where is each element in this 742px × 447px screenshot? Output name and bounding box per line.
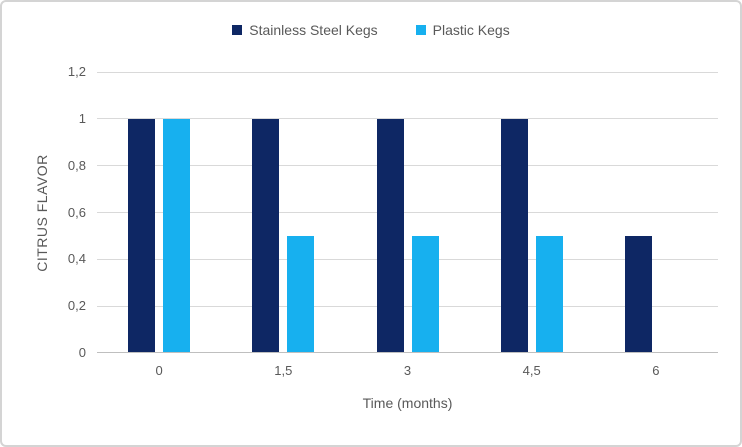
bar — [287, 235, 315, 353]
bar — [535, 235, 563, 353]
x-axis-line — [97, 352, 718, 353]
gridline — [97, 165, 718, 167]
legend-label: Plastic Kegs — [432, 22, 510, 38]
gridline — [97, 258, 718, 260]
x-tick-label: 4,5 — [522, 363, 541, 378]
bar — [376, 118, 404, 353]
gridline — [97, 118, 718, 120]
bar-group — [128, 72, 191, 353]
gridline — [97, 305, 718, 307]
x-axis-ticks: 0 1,5 3 4,5 6 — [97, 363, 718, 381]
bar-group — [624, 72, 687, 353]
legend-item: Plastic Kegs — [415, 22, 510, 38]
bar — [500, 118, 528, 353]
y-tick-label: 1 — [78, 110, 86, 126]
y-tick-label: 0,2 — [67, 298, 86, 314]
gridline — [97, 71, 718, 73]
y-axis-ticks: 0 0,2 0,4 0,6 0,8 1 1,2 — [2, 64, 86, 360]
plot-area — [97, 71, 718, 353]
legend-swatch-icon — [232, 25, 243, 35]
bar — [128, 118, 156, 353]
x-tick-label: 6 — [652, 363, 660, 378]
bar — [624, 235, 652, 353]
x-tick-label: 0 — [155, 363, 163, 378]
y-tick-label: 0,4 — [67, 251, 86, 267]
bar-group — [252, 72, 315, 353]
legend-label: Stainless Steel Kegs — [249, 22, 378, 38]
y-tick-label: 0,8 — [67, 157, 86, 173]
y-tick-label: 1,2 — [67, 64, 86, 79]
x-tick-label: 1,5 — [274, 363, 293, 378]
bar-group — [376, 72, 439, 353]
x-tick-label: 3 — [403, 363, 412, 378]
bar-group — [500, 72, 563, 353]
legend-swatch-icon — [415, 25, 426, 35]
legend-item: Stainless Steel Kegs — [232, 22, 378, 38]
x-axis-title: Time (months) — [362, 395, 453, 411]
gridline — [97, 212, 718, 213]
bar — [252, 118, 280, 353]
bar — [163, 118, 191, 353]
y-tick-label: 0,6 — [67, 204, 86, 220]
legend: Stainless Steel Kegs Plastic Kegs — [2, 22, 740, 38]
bar — [411, 235, 439, 353]
y-tick-label: 0 — [78, 345, 86, 360]
